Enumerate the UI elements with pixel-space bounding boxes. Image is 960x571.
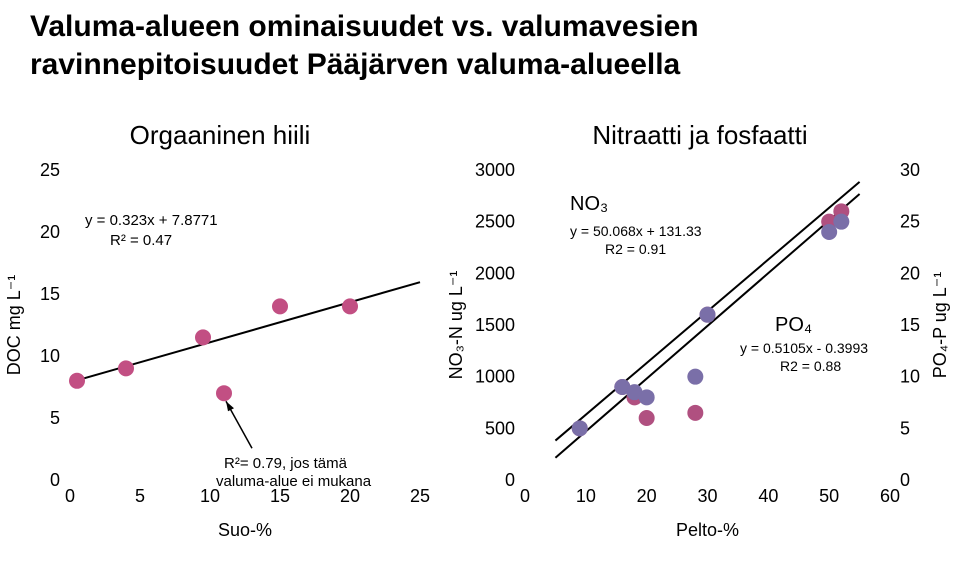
svg-text:5: 5 (50, 408, 60, 428)
left-chart-svg: 05101520250510152025Suo-%DOC mg L⁻¹y = 0… (0, 120, 440, 550)
svg-text:2500: 2500 (475, 212, 515, 232)
svg-text:3000: 3000 (475, 160, 515, 180)
svg-text:30: 30 (900, 160, 920, 180)
svg-text:25: 25 (410, 486, 430, 506)
svg-text:5: 5 (900, 418, 910, 438)
svg-text:10: 10 (40, 346, 60, 366)
charts-row: Orgaaninen hiili 0 5 10 15 20 25 0 5 10 15 20 25 Suo… (0, 120, 960, 560)
svg-text:40: 40 (758, 486, 778, 506)
svg-text:R²= 0.79, jos tämä: R²= 0.79, jos tämä (224, 455, 348, 472)
svg-text:50: 50 (819, 486, 839, 506)
svg-text:PO₄-P ug L⁻¹: PO₄-P ug L⁻¹ (930, 272, 950, 379)
svg-text:0: 0 (520, 486, 530, 506)
svg-text:DOC mg L⁻¹: DOC mg L⁻¹ (4, 275, 24, 376)
svg-text:R2 = 0.91: R2 = 0.91 (605, 241, 666, 257)
svg-text:y = 0.323x + 7.8771: y = 0.323x + 7.8771 (85, 212, 218, 229)
svg-text:20: 20 (900, 263, 920, 283)
svg-text:1500: 1500 (475, 315, 515, 335)
svg-text:500: 500 (485, 418, 515, 438)
svg-text:NO₃-N ug L⁻¹: NO₃-N ug L⁻¹ (446, 271, 466, 380)
svg-text:Suo-%: Suo-% (218, 520, 272, 540)
right-chart: Nitraatti ja fosfaatti 01020304050600500… (440, 120, 960, 550)
svg-text:5: 5 (135, 486, 145, 506)
svg-text:R² = 0.47: R² = 0.47 (110, 232, 172, 249)
left-chart-title: Orgaaninen hiili (0, 120, 440, 151)
svg-text:Pelto-%: Pelto-% (676, 520, 739, 540)
svg-text:15: 15 (900, 315, 920, 335)
svg-text:20: 20 (637, 486, 657, 506)
left-chart: Orgaaninen hiili 05101520250510152025Suo… (0, 120, 440, 550)
svg-text:10: 10 (900, 367, 920, 387)
svg-text:0: 0 (505, 470, 515, 490)
svg-text:10: 10 (576, 486, 596, 506)
svg-text:PO₄: PO₄ (775, 314, 812, 336)
svg-text:NO₃: NO₃ (570, 193, 608, 215)
svg-text:R2 = 0.88: R2 = 0.88 (780, 358, 841, 374)
svg-text:2000: 2000 (475, 263, 515, 283)
svg-text:valuma-alue ei mukana: valuma-alue ei mukana (216, 473, 372, 490)
svg-text:0: 0 (50, 470, 60, 490)
svg-text:15: 15 (40, 284, 60, 304)
svg-text:25: 25 (900, 212, 920, 232)
right-chart-title: Nitraatti ja fosfaatti (440, 120, 960, 151)
right-chart-svg: 0102030405060050010001500200025003000051… (440, 120, 960, 550)
svg-text:20: 20 (40, 222, 60, 242)
svg-text:30: 30 (697, 486, 717, 506)
svg-text:60: 60 (880, 486, 900, 506)
page-title: Valuma-alueen ominaisuudet vs. valumaves… (30, 8, 930, 83)
svg-text:1000: 1000 (475, 367, 515, 387)
svg-text:25: 25 (40, 160, 60, 180)
svg-text:y = 0.5105x - 0.3993: y = 0.5105x - 0.3993 (740, 340, 868, 356)
svg-text:0: 0 (65, 486, 75, 506)
svg-text:y = 50.068x + 131.33: y = 50.068x + 131.33 (570, 223, 702, 239)
svg-text:0: 0 (900, 470, 910, 490)
